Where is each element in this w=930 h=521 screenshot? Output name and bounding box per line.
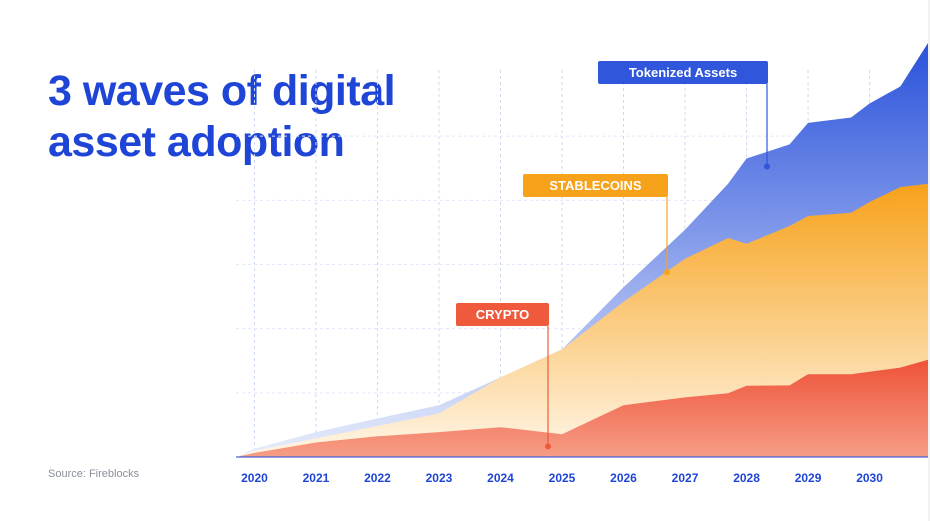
x-tick-2020: 2020 (241, 471, 268, 485)
chart-areas (236, 43, 928, 458)
annotation-tag (456, 303, 549, 326)
annotation-stablecoins: STABLECOINS (523, 174, 670, 276)
annotation-label: Tokenized Assets (629, 65, 737, 80)
x-tick-2028: 2028 (733, 471, 760, 485)
x-tick-2023: 2023 (426, 471, 453, 485)
x-tick-2024: 2024 (487, 471, 514, 485)
x-tick-2029: 2029 (795, 471, 822, 485)
chart-annotations: Tokenized Assets STABLECOINS CRYPTO (456, 61, 770, 450)
x-tick-2027: 2027 (672, 471, 699, 485)
annotation-dot (664, 269, 670, 276)
title-line-2: asset adoption (48, 118, 345, 166)
annotation-dot (545, 443, 551, 450)
source-note: Source: Fireblocks (48, 468, 140, 480)
annotation-label: STABLECOINS (549, 178, 642, 193)
divider (928, 0, 930, 521)
x-tick-2022: 2022 (364, 471, 391, 485)
x-tick-2030: 2030 (856, 471, 883, 485)
annotation-label: CRYPTO (476, 307, 529, 322)
x-tick-2026: 2026 (610, 471, 637, 485)
annotation-tag (523, 174, 668, 197)
x-tick-2021: 2021 (303, 471, 330, 485)
x-axis-ticks: 2020 2021 2022 2023 2024 2025 2026 2027 2028 2029… (241, 471, 883, 485)
crypto-area (236, 359, 928, 457)
annotation-dot (764, 163, 770, 170)
annotation-tokenized-assets: Tokenized Assets (598, 61, 770, 170)
annotation-tag (598, 61, 768, 84)
annotation-crypto: CRYPTO (456, 303, 551, 450)
page-title: 3 waves of digital asset adoption (48, 66, 468, 168)
title-line-1: 3 waves of digital (48, 67, 396, 115)
x-tick-2025: 2025 (549, 471, 576, 485)
